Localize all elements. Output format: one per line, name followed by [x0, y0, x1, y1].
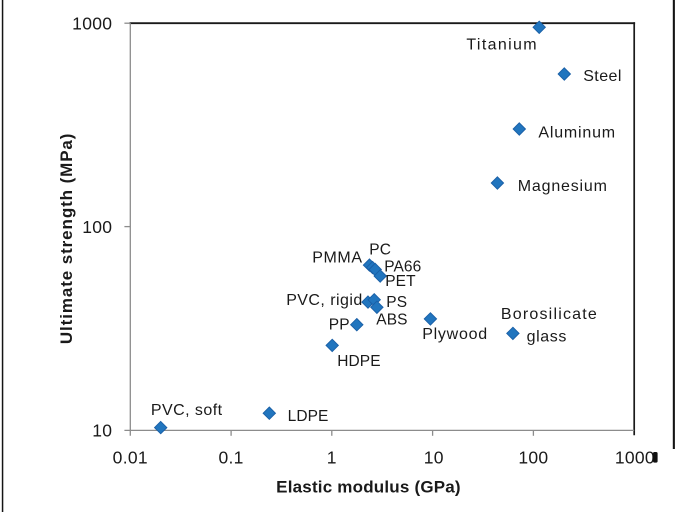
svg-text:ABS: ABS — [376, 311, 407, 328]
svg-text:1000: 1000 — [615, 447, 655, 467]
svg-text:PVC, rigid: PVC, rigid — [286, 292, 363, 309]
svg-text:PS: PS — [386, 294, 407, 311]
svg-text:Ultimate strength (MPa): Ultimate strength (MPa) — [57, 133, 76, 345]
svg-text:PVC, soft: PVC, soft — [151, 402, 223, 419]
svg-text:Aluminum: Aluminum — [538, 124, 616, 141]
svg-text:PC: PC — [369, 241, 391, 258]
svg-text:Steel: Steel — [583, 68, 622, 85]
svg-text:HDPE: HDPE — [337, 353, 380, 370]
svg-text:10: 10 — [92, 421, 112, 441]
svg-text:LDPE: LDPE — [288, 408, 329, 425]
svg-text:PA66: PA66 — [384, 258, 421, 275]
svg-text:1000: 1000 — [72, 14, 112, 34]
svg-text:PP: PP — [329, 316, 350, 333]
svg-text:1: 1 — [327, 447, 337, 467]
svg-text:Borosilicate: Borosilicate — [501, 306, 598, 323]
svg-text:PET: PET — [385, 273, 416, 290]
svg-text:Titanium: Titanium — [466, 37, 538, 54]
svg-text:Plywood: Plywood — [422, 326, 488, 343]
svg-text:PMMA: PMMA — [312, 250, 362, 267]
svg-text:0.01: 0.01 — [113, 447, 148, 467]
svg-text:0.1: 0.1 — [218, 447, 243, 467]
svg-text:100: 100 — [82, 217, 112, 237]
svg-text:glass: glass — [527, 328, 567, 345]
svg-text:Elastic modulus (GPa): Elastic modulus (GPa) — [276, 477, 461, 496]
svg-text:Magnesium: Magnesium — [518, 178, 608, 195]
svg-text:100: 100 — [518, 447, 548, 467]
svg-text:10: 10 — [424, 447, 444, 467]
